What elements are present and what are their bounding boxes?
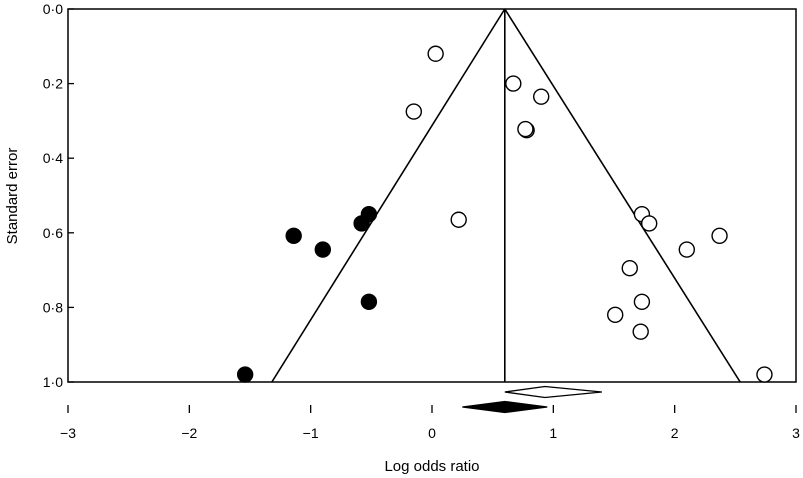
x-tick-label: 1 (549, 425, 557, 441)
study-point (450, 211, 467, 228)
y-tick-label: 0·4 (43, 150, 63, 166)
x-tick-label: 2 (671, 425, 679, 441)
study-point (533, 88, 550, 105)
y-tick-label: 0·2 (43, 76, 63, 92)
imputed-study-point (360, 293, 378, 311)
y-tick-label: 1·0 (43, 374, 63, 390)
study-point (711, 227, 728, 244)
y-tick-label: 0·8 (43, 299, 63, 315)
study-point (633, 293, 651, 311)
plot-area (67, 8, 797, 383)
study-point (505, 75, 522, 92)
study-point (640, 215, 658, 232)
study-point (621, 260, 638, 277)
x-axis-title: Log odds ratio (384, 458, 479, 475)
data-points (236, 45, 773, 383)
y-axis-title: Standard error (4, 148, 21, 245)
imputed-study-point (236, 366, 254, 383)
y-tick-label: 0·6 (43, 225, 63, 241)
x-axis-ticks: −3 −2 −1 0 1 2 3 (60, 405, 800, 441)
funnel-right-line (504, 8, 741, 383)
study-point (427, 45, 444, 62)
open-summary-diamond (504, 385, 602, 399)
x-tick-label: −2 (181, 425, 197, 441)
y-axis-ticks: 0·0 0·2 0·4 0·6 0·8 1·0 (43, 1, 74, 390)
x-tick-label: −3 (60, 425, 76, 441)
study-point (607, 306, 624, 324)
funnel-left-line (271, 8, 506, 383)
imputed-study-point (285, 227, 302, 244)
imputed-study-point (353, 215, 370, 232)
study-point (756, 366, 773, 383)
study-point (632, 323, 649, 340)
funnel-lines (271, 8, 741, 383)
x-tick-label: 3 (792, 425, 800, 441)
x-tick-label: −1 (303, 425, 319, 441)
summary-diamonds (462, 385, 602, 414)
filled-summary-diamond (462, 400, 548, 414)
imputed-study-point (314, 241, 331, 258)
study-point (678, 241, 695, 258)
study-point (405, 103, 422, 120)
y-tick-label: 0·0 (43, 1, 63, 17)
study-point (517, 120, 534, 138)
x-tick-label: 0 (428, 425, 436, 441)
